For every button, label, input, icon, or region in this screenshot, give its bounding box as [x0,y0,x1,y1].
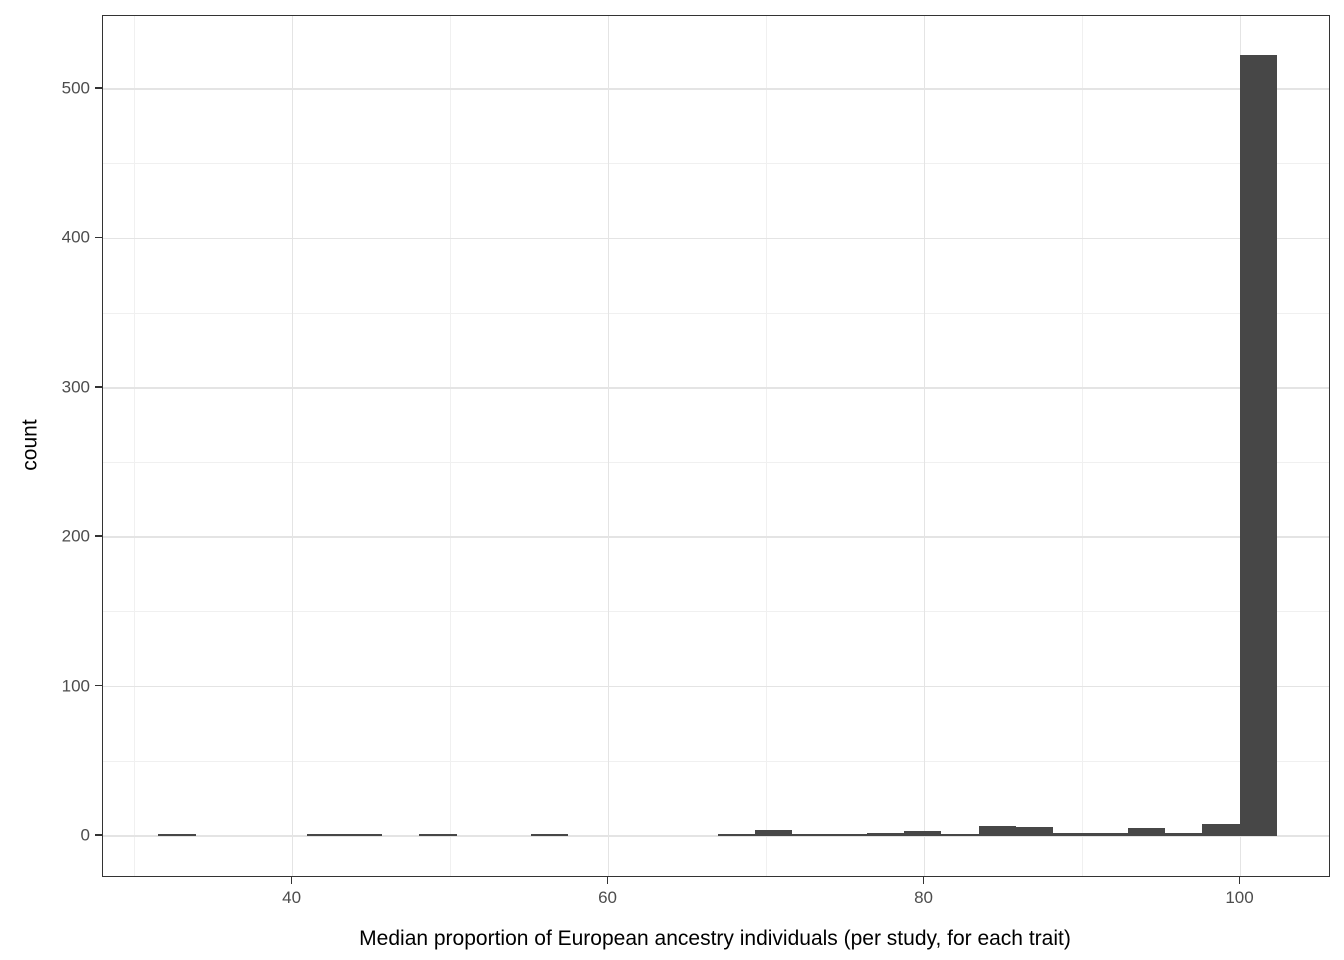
histogram-bar [717,834,755,836]
histogram-bar [754,829,793,836]
y-axis-title: count [18,419,42,471]
gridline-y-major [103,536,1329,538]
gridline-y-minor [103,760,1329,762]
plot-panel [102,15,1330,877]
y-axis-tick [95,684,102,687]
histogram-bar [1239,54,1277,836]
gridline-y-minor [103,462,1329,463]
histogram-bar [1090,832,1128,836]
y-tick-label: 500 [61,78,90,98]
gridline-x-minor [134,16,136,876]
y-tick-label: 400 [61,227,90,247]
y-axis-tick [95,834,102,836]
y-tick-label: 100 [61,676,90,696]
gridline-y-minor [103,611,1329,613]
histogram-bar [904,831,942,836]
histogram-bar [829,834,867,836]
x-tick-label: 80 [914,888,933,907]
y-tick-label: 0 [80,825,90,845]
histogram-bar [158,834,196,836]
x-axis-tick [290,876,293,884]
y-axis-tick [95,535,102,537]
gridline-x-minor [766,16,768,876]
y-axis-tick [95,87,102,89]
x-axis-tick [606,876,609,884]
x-axis-tick [922,876,925,884]
gridline-y-major [103,685,1329,688]
histogram-bar [419,834,457,836]
histogram-bar [344,834,382,836]
histogram-bar [866,832,904,836]
histogram-bar [531,834,569,836]
histogram-bar [792,834,830,836]
gridline-x-major [607,16,610,876]
histogram-bar [1127,828,1165,836]
x-tick-label: 100 [1225,888,1254,907]
gridline-y-major [103,88,1329,90]
gridline-y-major [103,237,1329,240]
gridline-x-minor [1082,16,1084,876]
gridline-y-major [103,387,1329,389]
histogram-bar [978,825,1016,836]
x-tick-label: 40 [282,888,302,907]
y-axis-tick [95,386,102,388]
gridline-y-major [103,835,1329,837]
x-tick-label: 60 [598,888,618,907]
gridline-x-major [291,16,294,876]
y-axis-tick [95,236,102,239]
histogram-bar [1202,824,1240,836]
x-axis-tick [1238,876,1241,884]
histogram-bar [307,834,345,836]
histogram-bar [1165,832,1203,836]
histogram-bar [1015,827,1054,836]
histogram-bar [941,834,979,836]
gridline-x-major [923,16,926,876]
gridline-y-minor [103,312,1329,314]
gridline-x-minor [450,16,452,876]
y-tick-label: 200 [61,526,90,546]
histogram-bar [1053,832,1091,836]
y-tick-label: 300 [61,377,90,397]
gridline-y-minor [103,163,1329,165]
x-axis-title: Median proportion of European ancestry i… [359,927,1071,950]
